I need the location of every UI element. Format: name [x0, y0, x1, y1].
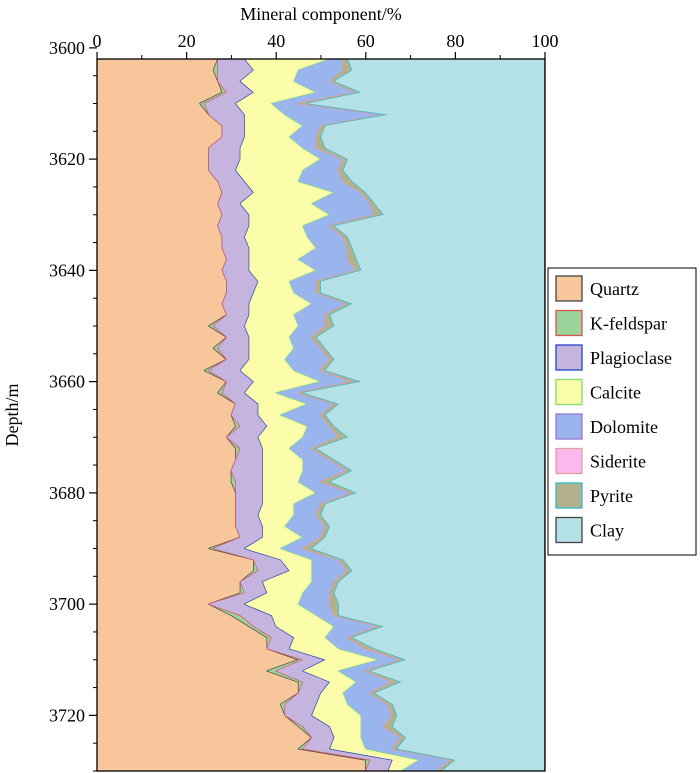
y-tick-label-3680: 3680	[49, 483, 85, 503]
legend-swatch-k-feldspar	[555, 309, 583, 337]
legend-swatch-plagioclase	[555, 344, 583, 371]
x-tick-label-60: 60	[357, 31, 375, 51]
y-tick-label-3720: 3720	[49, 705, 85, 725]
legend-swatch-siderite	[555, 447, 583, 475]
legend-swatch-pyrite	[555, 482, 583, 509]
legend-swatch-clay	[555, 516, 583, 544]
x-axis-ticks: 0 20 40 60 80 100	[93, 31, 559, 59]
legend-label-siderite: Siderite	[590, 452, 646, 472]
x-tick-label-100: 100	[532, 31, 559, 51]
x-axis-title: Mineral component/%	[240, 4, 401, 24]
legend-label-dolomite: Dolomite	[590, 417, 658, 437]
legend-swatch-quartz	[555, 275, 583, 302]
legend: Quartz K-feldspar Plagioclase Calcite Dolomi…	[547, 267, 697, 556]
x-tick-label-80: 80	[446, 31, 464, 51]
stacked-areas	[97, 59, 545, 771]
legend-label-pyrite: Pyrite	[590, 486, 633, 506]
legend-label-calcite: Calcite	[590, 383, 641, 403]
y-tick-label-3600: 3600	[49, 38, 85, 58]
x-tick-label-20: 20	[178, 31, 196, 51]
y-tick-label-3700: 3700	[49, 594, 85, 614]
legend-swatch-calcite	[555, 378, 583, 406]
y-tick-label-3640: 3640	[49, 260, 85, 280]
y-axis-title: Depth/m	[2, 384, 22, 447]
legend-swatch-dolomite	[555, 413, 583, 440]
area-calcite	[235, 59, 420, 771]
x-tick-label-40: 40	[267, 31, 285, 51]
legend-label-clay: Clay	[590, 521, 624, 541]
area-dolomite	[271, 59, 451, 771]
x-tick-label-0: 0	[93, 31, 102, 51]
y-tick-label-3620: 3620	[49, 149, 85, 169]
legend-label-plagioclase: Plagioclase	[590, 348, 672, 368]
area-clay	[303, 59, 545, 771]
area-plagioclase	[204, 59, 393, 771]
y-axis-ticks: 3600 3620 3640 3660 3680 3700 3720	[49, 38, 97, 772]
y-tick-label-3660: 3660	[49, 372, 85, 392]
legend-label-k-feldspar: K-feldspar	[590, 314, 667, 334]
legend-label-quartz: Quartz	[590, 279, 639, 299]
